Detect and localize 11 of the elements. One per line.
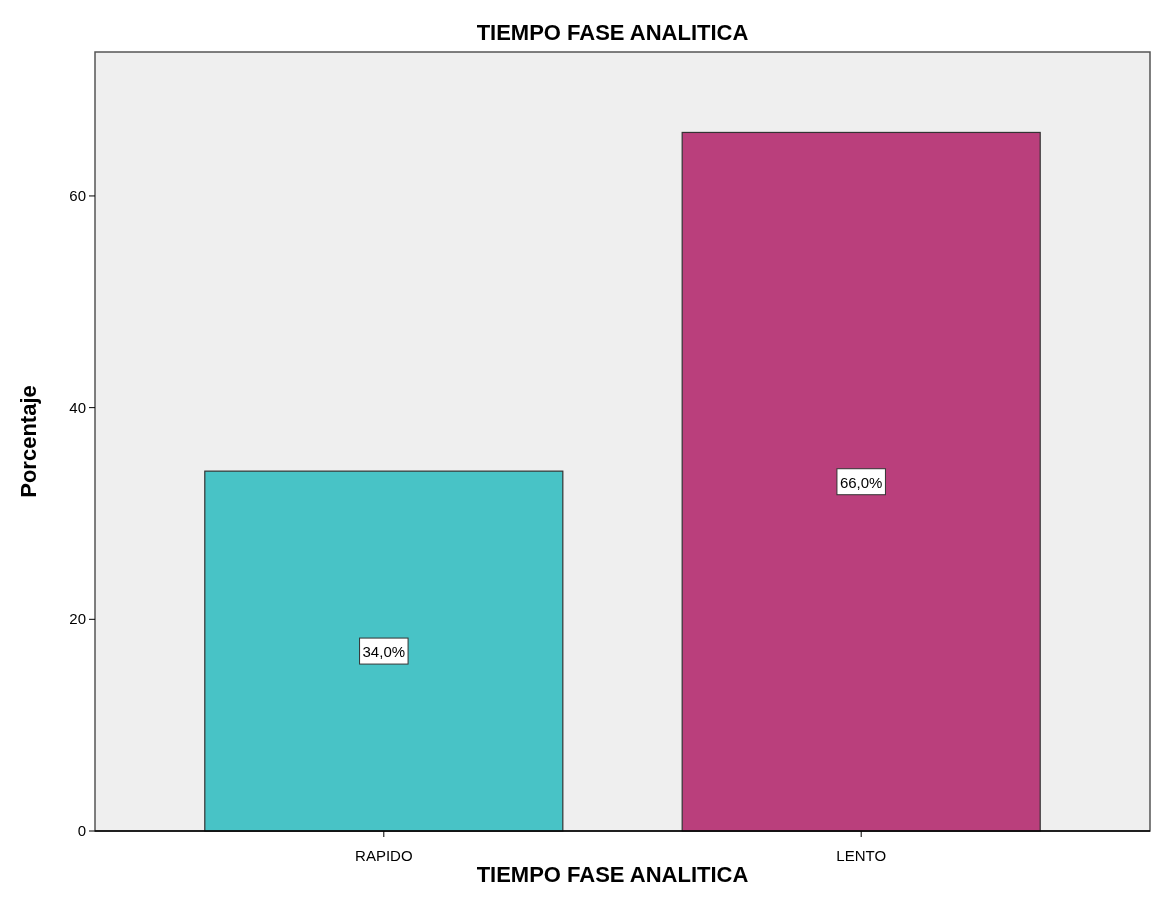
y-tick-label: 0 — [77, 822, 86, 839]
y-tick-label: 40 — [69, 398, 86, 416]
data-label: 34,0% — [362, 643, 406, 661]
y-tick-label: 20 — [69, 610, 86, 628]
x-tick-label: RAPIDO — [355, 847, 413, 864]
chart-title: TIEMPO FASE ANALITICA — [476, 20, 749, 45]
x-axis-title: TIEMPO FASE ANALITICA — [476, 862, 749, 887]
y-axis-title: Porcentaje — [16, 385, 41, 498]
y-tick-label: 60 — [69, 186, 86, 204]
data-label: 66,0% — [839, 473, 883, 491]
x-tick-label: LENTO — [836, 847, 887, 864]
